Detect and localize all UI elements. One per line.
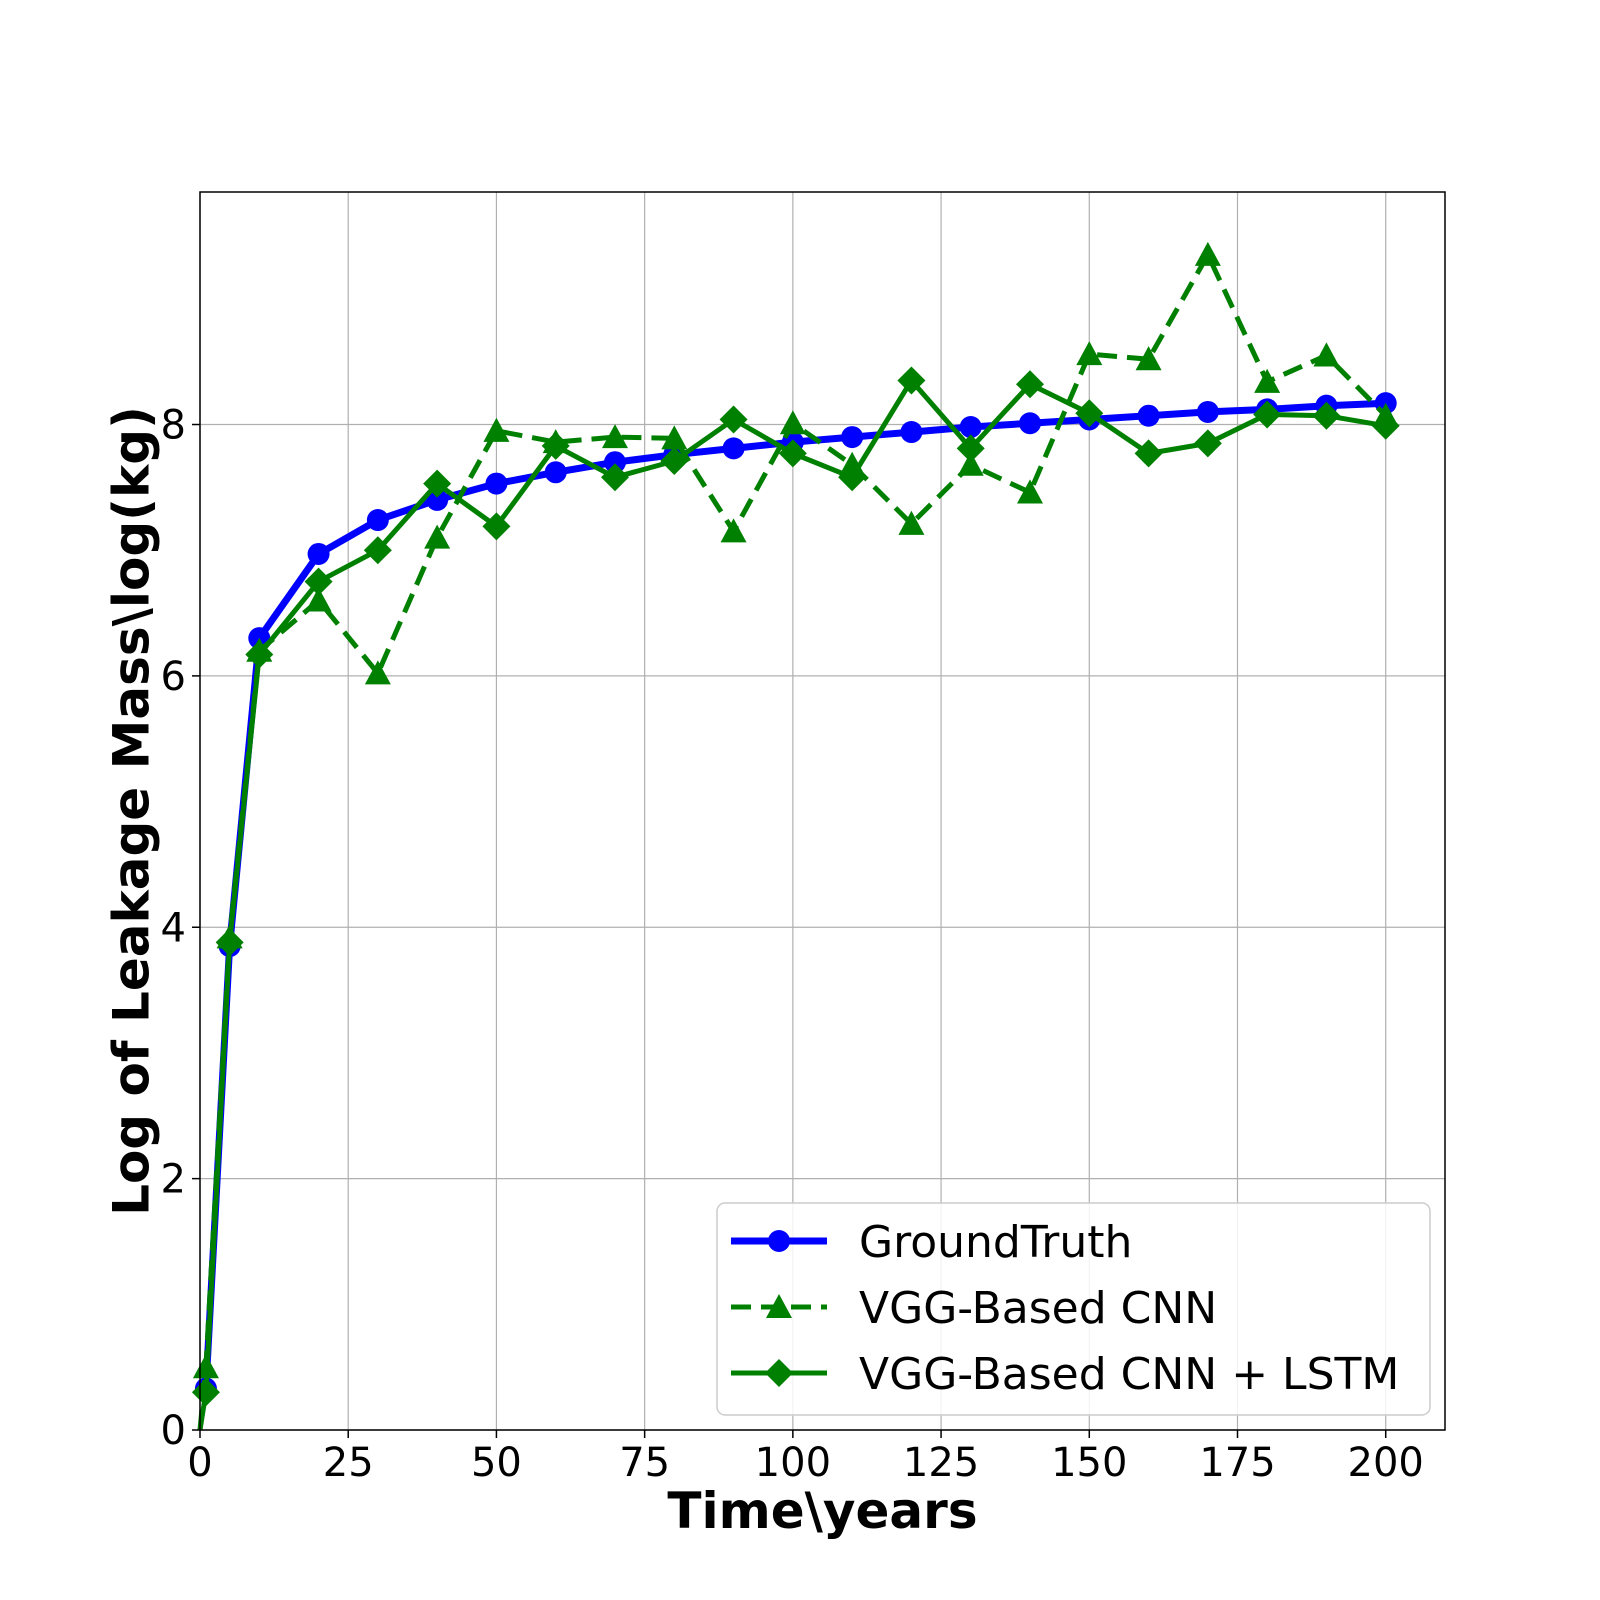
data-point — [1193, 429, 1222, 458]
data-point — [959, 416, 982, 439]
legend-label: VGG-Based CNN + LSTM — [859, 1349, 1399, 1400]
data-point — [661, 425, 688, 450]
data-point — [720, 518, 747, 543]
legend-item: VGG-Based CNN — [731, 1283, 1217, 1334]
legend-item: GroundTruth — [731, 1217, 1132, 1268]
series-3 — [191, 366, 1400, 1431]
data-point — [544, 461, 567, 484]
data-point — [719, 405, 748, 434]
axis-ticks: 0 25 50 75 100 125 150 175 200 0 2 4 6 8 — [161, 403, 1424, 1486]
x-tick-label: 100 — [755, 1440, 831, 1486]
legend-box — [716, 1202, 1431, 1416]
data-point — [215, 928, 244, 957]
x-tick-label: 125 — [903, 1440, 979, 1486]
data-point — [364, 660, 391, 685]
data-point — [304, 567, 333, 596]
data-point — [900, 421, 923, 444]
y-axis-label: Log of Leakage Mass\log(kg) — [103, 406, 161, 1216]
data-point — [305, 587, 332, 612]
x-tick-label: 200 — [1348, 1440, 1424, 1486]
y-tick-label: 4 — [161, 905, 186, 951]
data-point — [722, 437, 745, 460]
data-point — [956, 434, 985, 463]
data-point — [1194, 241, 1221, 266]
data-point — [541, 431, 570, 460]
plot-series — [191, 241, 1400, 1431]
series-line — [202, 399, 1386, 1389]
legend-label: VGG-Based CNN — [859, 1283, 1217, 1334]
x-tick-label: 175 — [1199, 1440, 1275, 1486]
data-point — [1076, 341, 1103, 366]
data-point — [1313, 342, 1340, 367]
data-point — [1016, 370, 1044, 399]
data-point — [1196, 400, 1219, 423]
data-point — [424, 524, 451, 549]
data-point — [1017, 479, 1043, 504]
data-point — [1253, 400, 1282, 429]
data-point — [604, 451, 626, 474]
legend-label: GroundTruth — [859, 1217, 1132, 1268]
data-point — [838, 463, 867, 492]
legend-marker — [765, 1359, 793, 1387]
data-point — [1019, 412, 1041, 435]
data-point — [245, 640, 274, 669]
data-point — [1075, 399, 1104, 428]
data-point — [485, 472, 508, 495]
x-tick-label: 50 — [471, 1440, 522, 1486]
legend-item: VGG-Based CNN + LSTM — [731, 1349, 1399, 1400]
legend-marker — [766, 1294, 792, 1319]
x-axis-label: Time\years — [667, 1482, 977, 1540]
data-point — [778, 439, 807, 468]
legend-marker — [768, 1230, 790, 1252]
data-point — [366, 509, 389, 532]
data-point — [1254, 368, 1281, 393]
data-point — [423, 469, 452, 498]
y-tick-label: 8 — [161, 403, 186, 449]
data-point — [601, 463, 629, 492]
data-point — [1134, 439, 1163, 468]
x-tick-label: 150 — [1051, 1440, 1127, 1486]
x-tick-label: 25 — [323, 1440, 374, 1486]
data-point — [483, 417, 510, 442]
data-point — [897, 366, 926, 395]
plot-frame — [199, 191, 1446, 1431]
x-tick-label: 75 — [619, 1440, 670, 1486]
data-point — [660, 446, 689, 475]
data-point — [1135, 346, 1162, 371]
y-tick-label: 2 — [161, 1157, 186, 1203]
data-point — [191, 1378, 220, 1407]
x-tick-label: 0 — [187, 1440, 212, 1486]
data-point — [779, 410, 806, 435]
data-point — [482, 512, 511, 541]
data-point — [957, 451, 984, 476]
data-point — [898, 510, 925, 535]
data-point — [1137, 404, 1160, 427]
data-point — [307, 542, 330, 565]
data-point — [1312, 401, 1341, 430]
data-point — [363, 536, 392, 565]
data-point — [841, 426, 864, 449]
data-point — [426, 488, 449, 511]
legend: GroundTruth VGG-Based CNN VGG-Based CNN + … — [716, 1202, 1431, 1416]
data-point — [1371, 411, 1400, 440]
y-tick-label: 0 — [161, 1408, 186, 1454]
data-point — [602, 424, 628, 449]
y-tick-label: 6 — [161, 654, 186, 700]
